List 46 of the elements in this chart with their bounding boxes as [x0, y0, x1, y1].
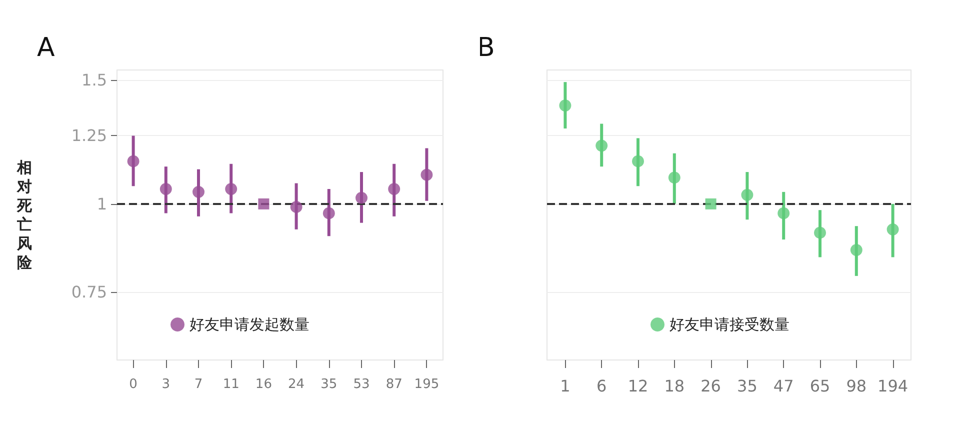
point	[741, 188, 754, 201]
x-tick-label: 35	[737, 376, 758, 396]
y-tick-label: 1.25	[71, 126, 107, 146]
x-tick-label: 0	[129, 377, 138, 392]
y-axis-title: 相对死亡风险	[16, 158, 33, 272]
point	[322, 207, 335, 220]
point	[420, 168, 433, 181]
y-tick-label: 1	[96, 194, 107, 214]
x-tick-label: 16	[255, 377, 272, 392]
point	[778, 207, 790, 220]
x-tick-label: 6	[596, 376, 607, 396]
x-tick-label: 98	[846, 376, 867, 396]
legend-label: 好友申请接受数量	[670, 316, 790, 334]
point	[192, 186, 204, 198]
x-tick-label: 1	[560, 376, 570, 396]
x-tick-label: 3	[162, 377, 170, 392]
point	[668, 172, 680, 184]
x-tick-label: 35	[320, 377, 338, 392]
point	[814, 226, 826, 239]
x-tick-label: 11	[222, 377, 240, 392]
legend-label: 好友申请发起数量	[190, 316, 310, 334]
x-tick-label: 7	[194, 377, 203, 392]
x-tick-label: 87	[386, 377, 402, 392]
x-tick-label: 26	[700, 376, 721, 396]
x-tick-label: 24	[288, 377, 305, 392]
y-tick-label: 1.5	[82, 70, 107, 90]
point	[127, 155, 140, 168]
point	[356, 192, 368, 204]
point	[559, 100, 572, 112]
point	[850, 244, 862, 256]
chart-title: A	[37, 33, 55, 63]
x-tick-label: 194	[878, 376, 908, 396]
x-tick-label: 47	[773, 376, 794, 396]
point	[886, 223, 899, 236]
x-tick-label: 65	[810, 376, 830, 396]
x-tick-label: 12	[628, 376, 648, 396]
x-tick-label: 195	[414, 377, 440, 392]
point	[596, 140, 608, 152]
point	[632, 155, 644, 168]
y-tick-label: 0.75	[71, 282, 107, 302]
point	[225, 183, 238, 195]
point	[290, 200, 302, 213]
x-tick-label: 18	[664, 376, 685, 396]
x-tick-label: 53	[353, 377, 370, 392]
point	[160, 183, 172, 195]
point	[388, 183, 400, 195]
